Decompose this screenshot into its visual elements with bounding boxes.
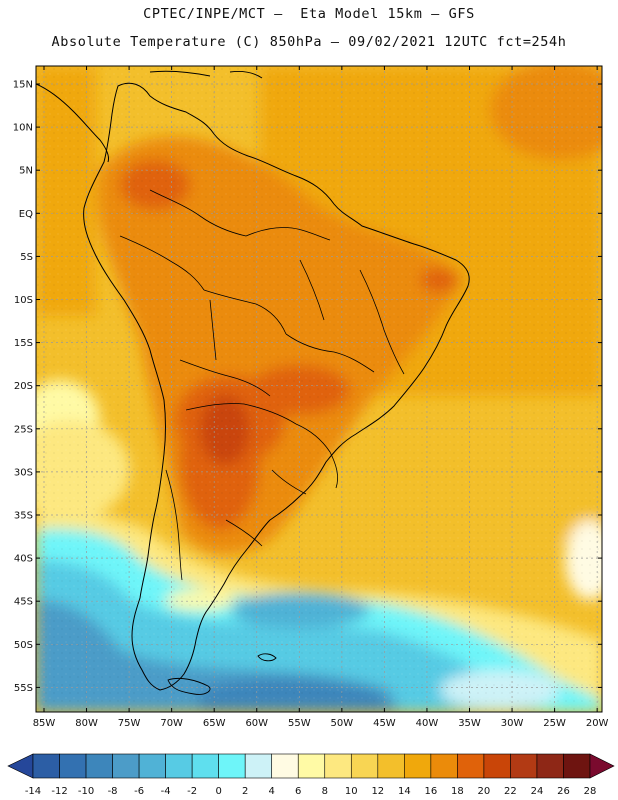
lon-label: 30W <box>501 718 524 729</box>
lon-label: 65W <box>203 718 226 729</box>
lon-label: 60W <box>245 718 268 729</box>
colorbar-label: 26 <box>557 786 570 797</box>
colorbar-cell <box>404 753 432 779</box>
lon-label: 80W <box>75 718 98 729</box>
south-america-coastline <box>83 82 470 691</box>
country-borders <box>119 189 405 581</box>
graticule <box>36 66 602 712</box>
colorbar-label: 6 <box>295 786 301 797</box>
colorbar-cell <box>430 753 458 779</box>
colorbar-cell <box>563 753 591 779</box>
lon-label: 25W <box>543 718 566 729</box>
lat-label: 10N <box>13 123 33 134</box>
lat-label: 15S <box>14 338 33 349</box>
lon-label: 20W <box>586 718 609 729</box>
colorbar-label: -10 <box>78 786 94 797</box>
lat-label: 55S <box>14 683 33 694</box>
lon-label: 45W <box>373 718 396 729</box>
colorbar-cell <box>218 753 246 779</box>
colorbar-label: 24 <box>531 786 544 797</box>
colorbar-cell <box>457 753 485 779</box>
colorbar-cell <box>191 753 219 779</box>
lat-label: 35S <box>14 511 33 522</box>
lon-label: 75W <box>118 718 141 729</box>
lat-label: 5S <box>20 252 33 263</box>
lat-label: 25S <box>14 424 33 435</box>
colorbar-label: 22 <box>504 786 517 797</box>
lat-label: 20S <box>14 381 33 392</box>
colorbar-label: -2 <box>187 786 197 797</box>
lon-label: 85W <box>33 718 56 729</box>
colorbar-label: 14 <box>398 786 411 797</box>
lat-label: 5N <box>19 166 33 177</box>
colorbar-label: 12 <box>371 786 384 797</box>
lat-label: 15N <box>13 80 33 91</box>
colorbar-cell <box>510 753 538 779</box>
map-title-line2: Absolute Temperature (C) 850hPa – 09/02/… <box>51 34 567 50</box>
colorbar-arrow-low <box>7 753 34 779</box>
colorbar-label: 16 <box>424 786 437 797</box>
lon-label: 70W <box>160 718 183 729</box>
colorbar-label: -14 <box>25 786 41 797</box>
colorbar-label: 20 <box>478 786 491 797</box>
lat-label: EQ <box>19 209 33 220</box>
lat-label: 10S <box>14 295 33 306</box>
colorbar-cell <box>271 753 299 779</box>
colorbar-label: 18 <box>451 786 464 797</box>
lon-label: 35W <box>458 718 481 729</box>
colorbar-label: 28 <box>584 786 597 797</box>
colorbar-cell <box>244 753 273 779</box>
colorbar-label: 10 <box>345 786 358 797</box>
colorbar-label: -8 <box>108 786 118 797</box>
colorbar-cell <box>85 753 113 779</box>
lat-label: 30S <box>14 467 33 478</box>
colorbar-arrow-high <box>589 753 615 779</box>
colorbar-cell <box>324 753 352 779</box>
colorbar-label: 2 <box>242 786 248 797</box>
colorbar-cell <box>165 753 193 779</box>
map-title-line1: CPTEC/INPE/MCT – Eta Model 15km – GFS <box>143 6 475 22</box>
colorbar-cell <box>350 753 379 779</box>
colorbar-label: -12 <box>51 786 67 797</box>
colorbar-cell <box>483 753 511 779</box>
lat-label: 40S <box>14 554 33 565</box>
colorbar-cell <box>112 753 140 779</box>
lon-label: 55W <box>288 718 311 729</box>
lon-label: 50W <box>331 718 354 729</box>
lat-label: 50S <box>14 640 33 651</box>
map-frame <box>35 65 603 713</box>
lat-label: 45S <box>14 597 33 608</box>
colorbar-cell <box>297 753 326 779</box>
colorbar-cell <box>377 753 405 779</box>
lon-label: 40W <box>416 718 439 729</box>
colorbar-cell <box>32 753 60 779</box>
colorbar-cell <box>138 753 166 779</box>
colorbar-label: 8 <box>322 786 328 797</box>
colorbar-label: 4 <box>269 786 275 797</box>
colorbar-cell <box>536 753 564 779</box>
colorbar-label: 0 <box>215 786 221 797</box>
colorbar-label: -4 <box>161 786 171 797</box>
colorbar-label: -6 <box>134 786 144 797</box>
colorbar-cell <box>59 753 87 779</box>
